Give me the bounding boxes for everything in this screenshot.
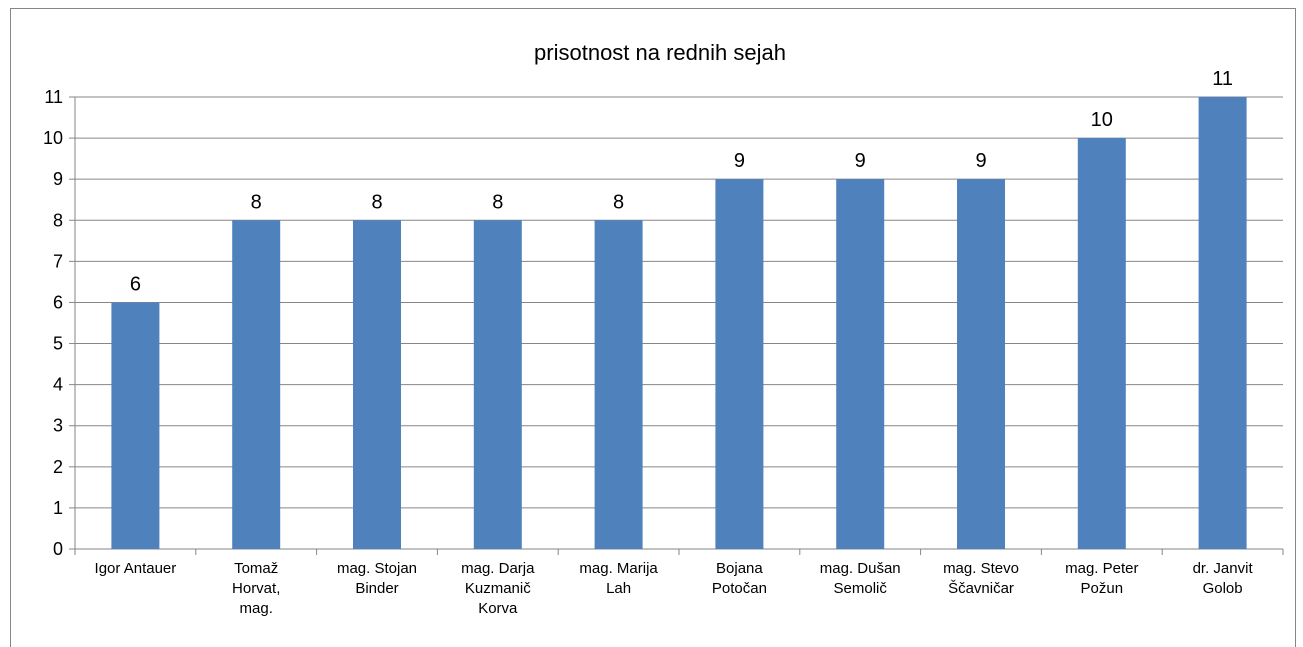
- x-tick-label-line: Lah: [606, 580, 631, 597]
- x-tick-label-line: mag. Stevo: [943, 560, 1019, 577]
- x-tick-label: mag. Dušan Semolič: [820, 560, 901, 597]
- bar: [232, 220, 281, 550]
- x-tick-label-line: Semolič: [834, 580, 888, 597]
- bar: [836, 179, 885, 549]
- x-tick-label: mag. Stevo Ščavničar: [943, 560, 1019, 597]
- x-tick-label: Bojana Potočan: [712, 560, 767, 597]
- x-tick-label-line: Potočan: [712, 580, 767, 597]
- x-tick-label: mag. Marija Lah: [579, 560, 658, 597]
- y-tick-label: 3: [53, 416, 63, 436]
- x-tick-label-line: mag. Dušan: [820, 560, 901, 577]
- x-tick-label-line: mag. Darja: [461, 560, 535, 577]
- chart-title: prisotnost na rednih sejah: [534, 40, 786, 65]
- bar: [353, 220, 401, 550]
- x-tick-label-line: Korva: [478, 600, 518, 617]
- value-label: 8: [251, 191, 262, 213]
- x-tick-label-line: Horvat,: [232, 580, 280, 597]
- value-label: 11: [1212, 68, 1233, 90]
- x-tick-label-line: Golob: [1203, 580, 1243, 597]
- y-tick-label: 0: [53, 539, 63, 559]
- x-tick-label-line: Kuzmanič: [465, 580, 531, 597]
- x-tick-label: Igor Antauer: [95, 560, 177, 577]
- y-tick-label: 1: [53, 498, 63, 518]
- y-tick-label: 7: [53, 251, 63, 271]
- y-tick-label: 11: [44, 87, 63, 107]
- bar: [111, 302, 160, 549]
- x-tick-label-line: Igor Antauer: [95, 560, 177, 577]
- bar: [957, 179, 1005, 549]
- x-tick-label-line: dr. Janvit: [1193, 560, 1254, 577]
- bar: [1077, 138, 1126, 549]
- value-label: 10: [1091, 109, 1113, 131]
- y-tick-label: 5: [53, 334, 63, 354]
- x-tick-label-line: mag. Stojan: [337, 560, 417, 577]
- x-tick-label-line: mag. Marija: [579, 560, 658, 577]
- x-tick-label: Tomaž Horvat, mag.: [232, 560, 280, 617]
- y-tick-label: 9: [53, 169, 63, 189]
- y-tick-label: 10: [43, 128, 63, 148]
- y-tick-label: 6: [53, 292, 63, 312]
- bar: [715, 179, 764, 549]
- value-label: 8: [613, 191, 624, 213]
- x-tick-label-line: mag. Peter: [1065, 560, 1138, 577]
- x-tick-label: mag. Stojan Binder: [337, 560, 417, 597]
- x-tick-label: mag. Peter Požun: [1065, 560, 1138, 597]
- value-label: 8: [371, 191, 382, 213]
- x-tick-label-line: mag.: [240, 600, 273, 617]
- value-label: 6: [130, 273, 141, 295]
- x-tick-label: dr. Janvit Golob: [1193, 560, 1254, 597]
- y-tick-label: 2: [53, 457, 63, 477]
- bar: [1198, 97, 1247, 549]
- x-tick-label-line: Tomaž: [234, 560, 278, 577]
- x-tick-label-line: Požun: [1081, 580, 1124, 597]
- x-tick-label-line: Bojana: [716, 560, 763, 577]
- value-label: 9: [734, 150, 745, 172]
- y-tick-label: 8: [53, 210, 63, 230]
- x-tick-label-line: Binder: [355, 580, 398, 597]
- x-tick-label: mag. Darja Kuzmanič Korva: [461, 560, 535, 617]
- bar: [473, 220, 522, 550]
- y-tick-label: 4: [53, 375, 63, 395]
- value-label: 9: [855, 150, 866, 172]
- bar: [594, 220, 643, 550]
- value-label: 9: [975, 150, 986, 172]
- value-label: 8: [492, 191, 503, 213]
- x-tick-label-line: Ščavničar: [948, 580, 1014, 597]
